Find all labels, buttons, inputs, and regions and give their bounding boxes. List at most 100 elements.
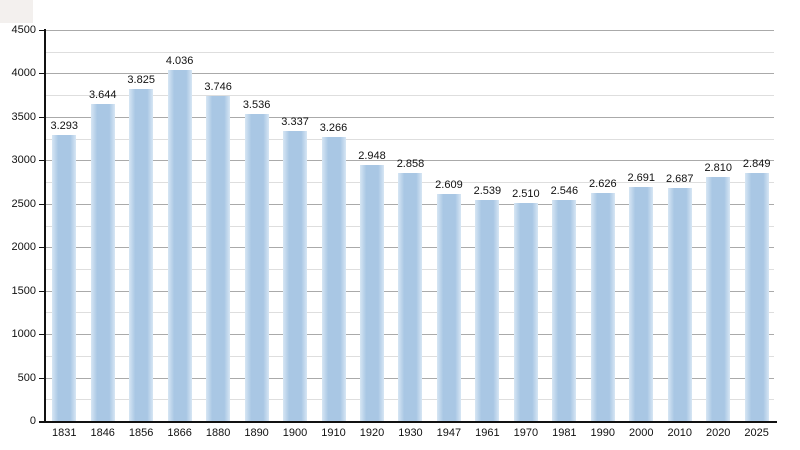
bar-column-1947: 2.609 [430, 30, 468, 421]
x-tick-label-1880: 1880 [205, 427, 231, 439]
bar-1947 [436, 194, 461, 421]
y-tick-label: 500 [17, 371, 36, 384]
value-label-1910: 3.266 [319, 122, 348, 134]
gridline-major [46, 30, 774, 31]
x-tick-label-1866: 1866 [167, 427, 192, 439]
gridline-minor [46, 95, 774, 97]
y-tick-label: 4000 [11, 67, 36, 80]
bar-column-2000: 2.691 [622, 30, 660, 421]
value-label-2010: 2.687 [665, 173, 694, 185]
x-tick-label-1910: 1910 [321, 427, 346, 439]
x-axis-line [39, 421, 777, 423]
bar-1961 [475, 200, 500, 421]
value-label-1990: 2.626 [589, 178, 617, 190]
bar-column-1930: 2.858 [391, 30, 429, 421]
y-tick [39, 247, 45, 249]
bar-column-2020: 2.810 [699, 30, 737, 421]
gridline-major [46, 116, 774, 118]
bar-1981 [552, 200, 577, 421]
y-tick-label: 3000 [11, 154, 36, 167]
x-tick-label-2000: 2000 [629, 427, 654, 439]
x-tick-label-1831: 1831 [51, 427, 77, 439]
gridline-major [46, 160, 774, 162]
value-label-1961: 2.539 [473, 185, 502, 197]
bar-1856 [129, 89, 154, 421]
bar-column-1866: 4.036 [160, 30, 198, 421]
bar-column-1900: 3.337 [276, 30, 314, 421]
value-label-1831: 3.293 [50, 120, 78, 132]
y-tick-label: 4500 [11, 24, 36, 36]
x-tick-label-1920: 1920 [359, 427, 385, 439]
value-label-1890: 3.536 [242, 99, 271, 111]
bar-2010 [667, 188, 692, 421]
x-tick-label-1846: 1846 [90, 427, 115, 439]
value-label-1880: 3.746 [204, 81, 232, 93]
bar-1970 [513, 203, 538, 421]
y-tick [39, 30, 45, 31]
bar-1880 [206, 96, 231, 421]
bar-column-1961: 2.539 [468, 30, 506, 421]
y-tick [39, 377, 45, 379]
value-label-1920: 2.948 [358, 150, 386, 162]
x-tick-label-2025: 2025 [744, 427, 769, 439]
x-tick-label-2010: 2010 [667, 427, 692, 439]
value-label-1856: 3.825 [127, 74, 155, 86]
x-tick-label-1981: 1981 [552, 427, 577, 439]
bar-1910 [321, 137, 346, 421]
bar-1846 [90, 104, 115, 421]
x-tick-label-1930: 1930 [398, 427, 423, 439]
value-label-1866: 4.036 [165, 55, 194, 67]
bar-1930 [398, 173, 423, 421]
x-tick-label-2020: 2020 [705, 427, 731, 439]
value-label-2000: 2.691 [627, 172, 656, 184]
x-tick-label-1961: 1961 [475, 427, 500, 439]
value-label-1981: 2.546 [550, 185, 579, 197]
y-tick [39, 203, 45, 205]
bar-1990 [590, 193, 615, 421]
x-axis-labels: 1831 1846 1856 1866 1880 1890 1900 1910 1920 1930… [45, 427, 776, 440]
bars-container: 3.293 3.644 3.825 4.036 3.746 3.536 3.337 3.266… [45, 30, 776, 421]
x-tick-label-1947: 1947 [436, 427, 462, 439]
bar-column-1920: 2.948 [353, 30, 391, 421]
bar-2025 [744, 173, 769, 421]
corner-artifact [0, 0, 33, 23]
value-label-1947: 2.609 [435, 179, 463, 191]
bar-1890 [244, 114, 269, 421]
y-tick [39, 116, 45, 118]
y-tick-label: 0 [29, 415, 36, 427]
y-axis-line [44, 29, 46, 423]
y-tick-label: 1500 [11, 284, 36, 297]
bar-1900 [283, 131, 308, 421]
value-label-1970: 2.510 [512, 188, 540, 200]
bar-column-1970: 2.510 [507, 30, 545, 421]
plot-area: 3.293 3.644 3.825 4.036 3.746 3.536 3.337 3.266… [45, 30, 776, 421]
y-tick [39, 334, 45, 336]
bar-column-1981: 2.546 [545, 30, 583, 421]
x-tick-label-1990: 1990 [590, 427, 616, 439]
value-label-2020: 2.810 [704, 162, 732, 174]
gridline-major [46, 73, 774, 75]
y-tick [39, 160, 45, 162]
gridline-minor [46, 51, 774, 53]
bar-2020 [706, 177, 731, 421]
x-tick-label-1890: 1890 [244, 427, 269, 439]
x-tick-label-1970: 1970 [513, 427, 539, 439]
x-tick-label-1856: 1856 [128, 427, 154, 439]
bar-column-1846: 3.644 [83, 30, 121, 421]
bar-column-1890: 3.536 [237, 30, 275, 421]
bar-column-1880: 3.746 [199, 30, 237, 421]
bar-column-1990: 2.626 [584, 30, 622, 421]
bar-1866 [167, 70, 192, 421]
bar-1831 [52, 135, 77, 421]
bar-column-2025: 2.849 [737, 30, 775, 421]
bar-column-1856: 3.825 [122, 30, 160, 421]
y-tick-label: 1000 [11, 328, 36, 341]
bar-column-1831: 3.293 [45, 30, 83, 421]
value-label-1900: 3.337 [281, 116, 309, 128]
value-label-1846: 3.644 [88, 89, 117, 101]
y-tick-label: 2500 [11, 197, 36, 210]
value-label-2025: 2.849 [742, 158, 771, 170]
bar-2000 [629, 187, 654, 421]
y-tick [39, 73, 45, 75]
